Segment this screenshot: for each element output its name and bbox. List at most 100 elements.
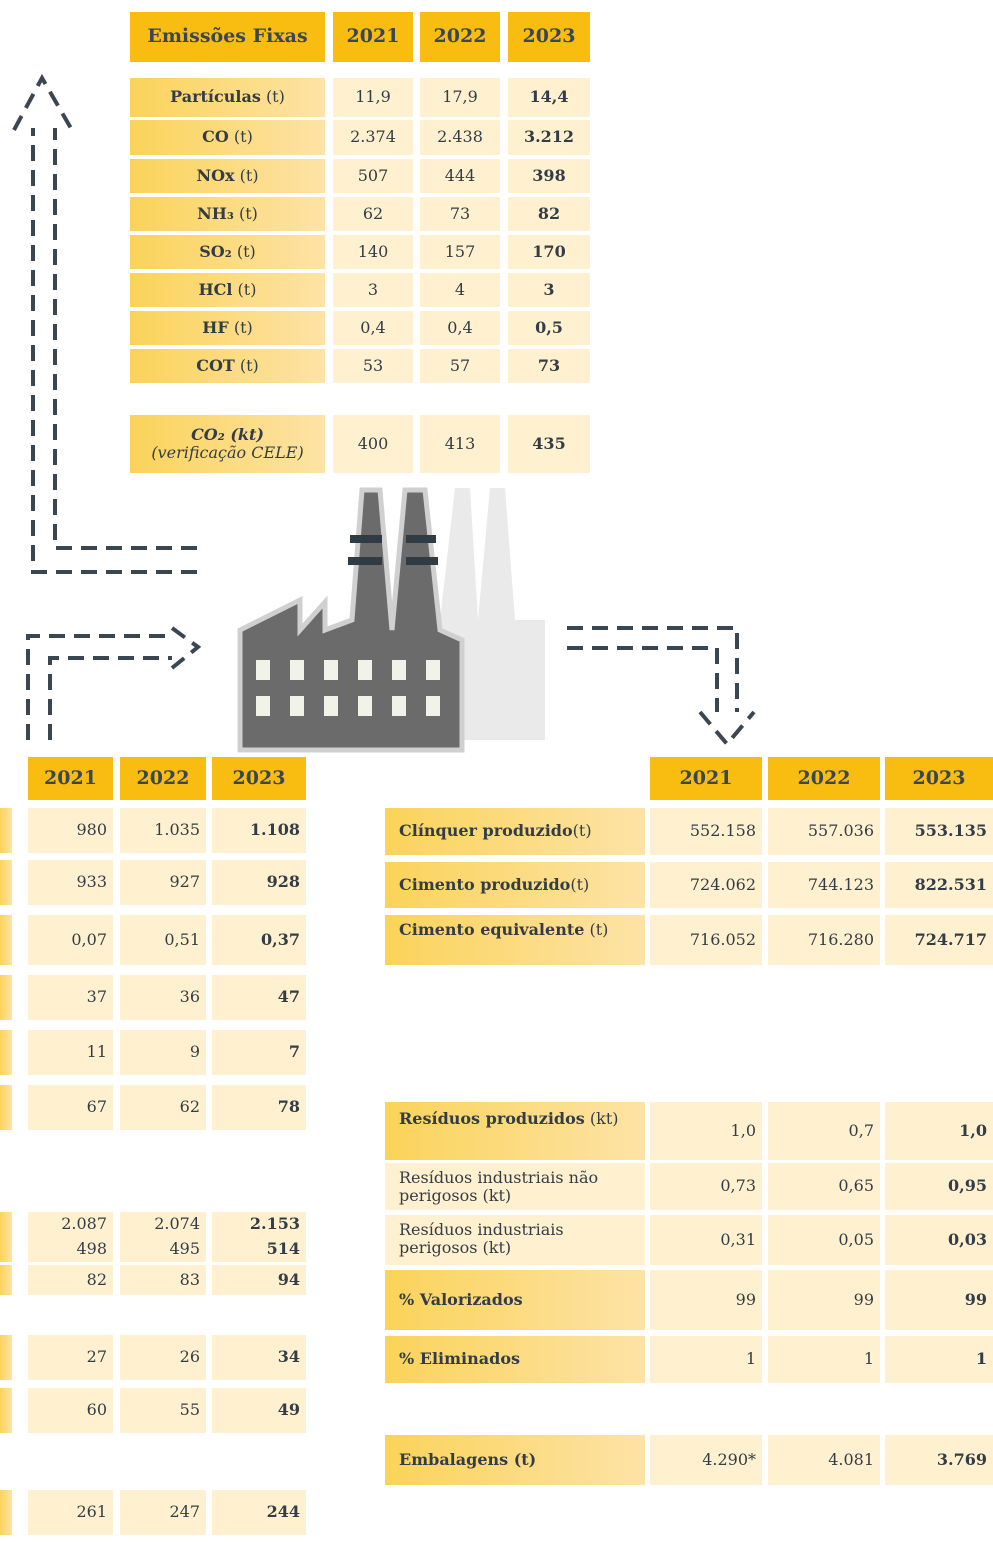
text: 0,05 [838,1231,874,1249]
text: 3 [368,281,378,299]
text: 62 [363,205,383,223]
label-edge [0,1265,12,1295]
value-cell: 36 [120,975,206,1020]
value-cell: 140 [333,235,413,269]
value-cell: 413 [420,415,500,473]
value-cell: 49 [212,1388,306,1433]
value-cell: 47 [212,975,306,1020]
text: 7 [289,1043,300,1061]
text: 552.158 [690,822,756,840]
text: 2022 [137,768,190,790]
text: 2.374 [350,128,396,146]
text: 2022 [798,768,851,790]
value-cell: 822.531 [885,862,993,908]
value-cell: 724.062 [650,862,762,908]
value-cell: 17,9 [420,78,500,117]
text: 73 [450,205,470,223]
value-cell: 0,7 [768,1102,880,1160]
arrow-out-outer [567,628,737,712]
text: (t) [238,281,257,299]
text: 928 [267,873,300,891]
text: 53 [363,357,383,375]
text: 744.123 [808,876,874,894]
value-cell: 82 [28,1265,113,1295]
arrow-in-head [172,628,198,668]
text: 62 [180,1098,200,1116]
text: COT [196,357,235,375]
value-cell: 57 [420,349,500,383]
text: 444 [445,167,476,185]
value-cell: 11 [28,1030,113,1075]
text: 37 [87,988,107,1006]
value-cell: 0,5 [508,311,590,345]
text: NOx [196,167,234,185]
text: 4 [455,281,465,299]
text: Clínquer produzido [399,822,573,840]
text: 11 [87,1043,107,1061]
value-cell: 4.081 [768,1435,880,1485]
text: 3 [543,281,554,299]
text: 2.074 [154,1215,200,1233]
value-cell: 744.123 [768,862,880,908]
text: 55 [180,1401,200,1419]
text: Resíduos produzidos [399,1109,585,1128]
text: 0,37 [261,931,300,949]
value-cell: 4.290* [650,1435,762,1485]
text: Partículas [170,88,261,106]
value-cell: 55 [120,1388,206,1433]
label-edge [0,1335,12,1380]
text: 26 [180,1348,200,1366]
text: 927 [169,873,200,891]
text: 507 [358,167,389,185]
value-cell: 157 [420,235,500,269]
text: 34 [278,1348,300,1366]
row-label: % Valorizados [385,1270,645,1330]
header-cell: 2021 [28,757,113,800]
value-cell: 37 [28,975,113,1020]
row-label: HCl (t) [130,273,325,307]
text: 398 [532,167,565,185]
value-cell: 435 [508,415,590,473]
text: 99 [854,1291,874,1309]
text: SO₂ [199,243,232,261]
row-label: COT (t) [130,349,325,383]
value-cell: 927 [120,860,206,905]
text: 82 [538,205,560,223]
text: Embalagens (t) [399,1451,536,1469]
text: 82 [87,1271,107,1289]
value-cell: 0,65 [768,1163,880,1210]
value-cell: 514 [212,1237,306,1262]
value-cell: 11,9 [333,78,413,117]
text: % Valorizados [399,1291,523,1309]
value-cell: 716.052 [650,915,762,965]
header-cell: 2022 [420,12,500,62]
value-cell: 67 [28,1085,113,1130]
value-cell: 1,0 [650,1102,762,1160]
text: 78 [278,1098,300,1116]
value-cell: 1 [650,1336,762,1383]
value-cell: 0,73 [650,1163,762,1210]
value-cell: 99 [885,1270,993,1330]
text: 0,31 [720,1231,756,1249]
label-edge [0,915,12,965]
text: 157 [445,243,476,261]
value-cell: 62 [333,197,413,231]
value-cell: 99 [650,1270,762,1330]
value-cell: 0,4 [420,311,500,345]
label-edge [0,975,12,1020]
text: 1.108 [250,821,300,839]
value-cell: 0,95 [885,1163,993,1210]
row-label: HF (t) [130,311,325,345]
text: 36 [180,988,200,1006]
text: 2.087 [61,1215,107,1233]
text: 99 [736,1291,756,1309]
text: (t) [589,920,608,939]
text: (t) [237,243,256,261]
value-cell: 724.717 [885,915,993,965]
text: 83 [180,1271,200,1289]
text: (t) [573,822,592,840]
text: 2021 [680,768,733,790]
text: 2023 [523,26,576,48]
text: 9 [190,1043,200,1061]
text: % Eliminados [399,1350,520,1368]
